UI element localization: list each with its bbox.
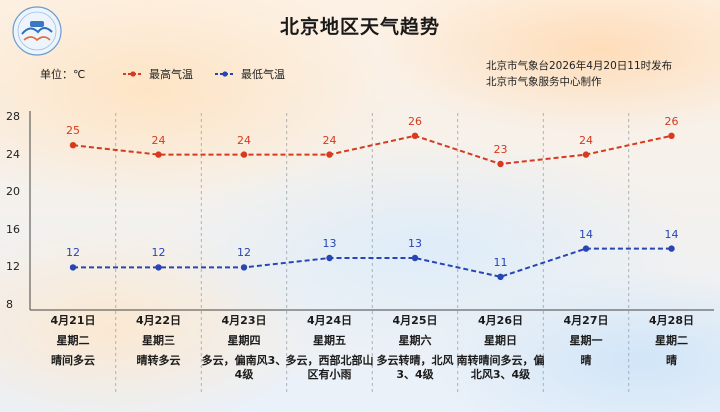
day-weekday: 星期二 (655, 334, 688, 347)
day-weekday: 星期日 (484, 334, 517, 347)
day-column: 4月21日星期二晴间多云 (29, 312, 117, 368)
data-point-high (155, 151, 162, 158)
y-tick-label: 8 (6, 298, 13, 311)
data-point-low (240, 264, 248, 271)
data-label-low: 12 (237, 246, 251, 260)
day-date: 4月22日 (136, 314, 181, 327)
day-date: 4月25日 (392, 314, 438, 327)
data-label-low: 14 (579, 227, 593, 241)
day-column: 4月23日星期四多云，偏南风3、4级 (200, 312, 288, 382)
y-tick-label: 16 (6, 222, 20, 236)
y-tick-label: 12 (6, 260, 20, 274)
legend-low: 最低气温 (214, 66, 285, 82)
data-label-low: 13 (322, 237, 337, 250)
data-point-high (240, 151, 248, 158)
legend-low-label: 最低气温 (241, 68, 285, 81)
data-label-high: 23 (493, 143, 508, 156)
day-weekday: 星期五 (313, 334, 346, 347)
data-label-low: 12 (66, 246, 80, 260)
data-point-low (411, 254, 419, 262)
day-weather: 多云转晴，北风3、4级 (376, 354, 454, 381)
data-point-low (497, 273, 504, 280)
data-label-high: 25 (66, 124, 80, 138)
data-label-high: 24 (237, 133, 251, 147)
day-weekday: 星期三 (142, 334, 175, 347)
legend-high-label: 最高气温 (149, 68, 193, 81)
data-point-high (582, 151, 590, 158)
day-date: 4月27日 (563, 314, 609, 327)
legend-high: 最高气温 (122, 66, 193, 82)
data-point-low (326, 254, 333, 262)
data-point-low (668, 245, 675, 252)
data-point-high (69, 142, 77, 149)
day-column: 4月28日星期二晴 (628, 312, 716, 368)
data-label-low: 13 (408, 237, 422, 250)
day-weather: 晴间多云 (51, 354, 95, 367)
day-weather: 晴 (666, 354, 677, 367)
day-column: 4月22日星期三晴转多云 (115, 312, 203, 368)
data-point-high (326, 151, 333, 158)
day-date: 4月24日 (307, 314, 352, 327)
day-date: 4月21日 (50, 314, 96, 327)
data-label-high: 24 (579, 133, 593, 147)
y-tick-label: 24 (6, 147, 20, 161)
data-label-high: 26 (408, 114, 422, 128)
data-point-high (411, 132, 419, 139)
data-point-low (155, 264, 162, 271)
data-point-low (582, 245, 590, 252)
day-date: 4月28日 (649, 314, 694, 327)
legend-high-marker-icon (123, 71, 143, 77)
data-point-high (668, 132, 675, 139)
day-date: 4月26日 (478, 314, 523, 327)
day-column: 4月27日星期一晴 (542, 312, 630, 368)
data-label-high: 24 (151, 133, 166, 147)
data-label-low: 14 (664, 227, 679, 241)
day-weather: 多云，偏南风3、4级 (201, 354, 287, 381)
day-weekday: 星期一 (569, 334, 603, 347)
unit-label: 单位：℃ (40, 68, 86, 81)
day-weekday: 星期二 (56, 334, 90, 347)
data-label-high: 26 (664, 114, 679, 128)
series-line-high (72, 134, 672, 166)
day-weather: 晴 (580, 354, 592, 367)
data-label-low: 11 (493, 255, 508, 269)
data-point-high (497, 160, 504, 168)
day-weekday: 星期六 (398, 334, 432, 347)
chart-title: 北京地区天气趋势 (279, 16, 440, 38)
day-weather: 多云，西部北部山区有小雨 (285, 354, 374, 381)
data-point-low (69, 264, 77, 271)
y-tick-label: 20 (6, 185, 20, 199)
meteorological-service-logo-icon (12, 6, 62, 56)
day-column: 4月26日星期日南转晴间多云，偏北风3、4级 (457, 312, 545, 382)
y-tick-label: 28 (6, 110, 20, 123)
publisher-line-2: 北京市气象服务中心制作 (486, 76, 602, 88)
day-weather: 晴转多云 (136, 354, 181, 367)
legend-low-marker-icon (215, 71, 235, 77)
data-label-low: 12 (151, 246, 166, 260)
series-line-low (73, 247, 672, 278)
day-column: 4月24日星期五多云，西部北部山区有小雨 (286, 312, 374, 382)
data-label-high: 24 (322, 133, 337, 147)
day-weather: 南转晴间多云，偏北风3、4级 (456, 354, 545, 381)
day-column: 4月25日星期六多云转晴，北风3、4级 (371, 312, 459, 382)
day-date: 4月23日 (221, 314, 267, 327)
publisher-line-1: 北京市气象台2026年4月20日11时发布 (486, 60, 673, 72)
day-weekday: 星期四 (227, 334, 261, 347)
